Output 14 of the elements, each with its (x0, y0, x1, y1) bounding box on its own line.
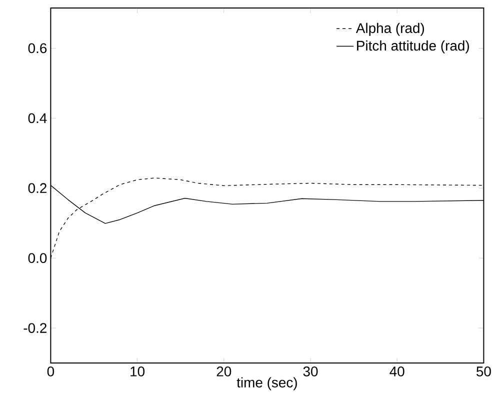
x-tick-label: 0 (47, 366, 54, 376)
legend-label: Alpha (rad) (356, 22, 424, 36)
y-tick-label: 0.2 (28, 183, 46, 194)
x-tick-label: 50 (476, 366, 491, 376)
legend-label: Pitch attitude (rad) (357, 40, 469, 54)
y-tick-label: 0.0 (28, 253, 47, 264)
y-tick-label: 0.4 (28, 113, 47, 124)
y-tick-label: -0.2 (24, 323, 46, 333)
y-tick-label: 0.6 (28, 43, 47, 54)
x-tick-label: 10 (130, 366, 145, 376)
x-tick-label: 40 (390, 366, 404, 376)
x-tick-label: 20 (216, 366, 232, 376)
x-tick-label: 30 (303, 366, 318, 376)
x-axis-title: time (sec) (236, 377, 297, 390)
